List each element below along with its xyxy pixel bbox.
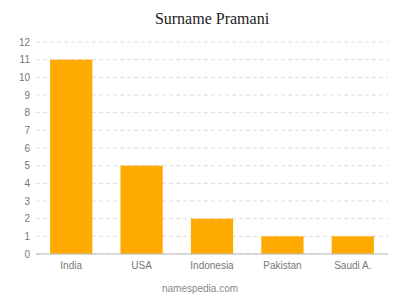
chart-container: Surname Pramani0123456789101112IndiaUSAI… bbox=[0, 0, 400, 300]
y-tick-label: 4 bbox=[24, 178, 30, 189]
watermark: namespedia.com bbox=[162, 283, 238, 294]
y-tick-label: 1 bbox=[24, 231, 30, 242]
bar bbox=[120, 166, 162, 254]
y-tick-label: 10 bbox=[19, 72, 31, 83]
y-tick-label: 9 bbox=[24, 90, 30, 101]
x-tick-label: Pakistan bbox=[263, 260, 301, 271]
y-tick-label: 8 bbox=[24, 107, 30, 118]
y-axis-labels: 0123456789101112 bbox=[19, 37, 31, 260]
y-tick-label: 12 bbox=[19, 37, 31, 48]
chart-title: Surname Pramani bbox=[155, 10, 270, 27]
grid-line bbox=[36, 254, 388, 255]
x-tick-label: USA bbox=[131, 260, 152, 271]
bars bbox=[50, 60, 374, 254]
bar bbox=[50, 60, 92, 254]
x-tick-label: Saudi A. bbox=[334, 260, 371, 271]
x-axis-labels: India USA Indonesia Pakistan Saudi A. bbox=[60, 260, 371, 271]
chart-svg: Surname Pramani0123456789101112IndiaUSAI… bbox=[0, 0, 400, 300]
x-axis-line bbox=[36, 254, 388, 255]
y-tick-label: 7 bbox=[24, 125, 30, 136]
x-tick-label: India bbox=[60, 260, 82, 271]
bar bbox=[332, 236, 374, 254]
y-tick-label: 5 bbox=[24, 160, 30, 171]
page: {"chart_data": {"type": "bar", "title": … bbox=[0, 0, 400, 300]
y-tick-label: 2 bbox=[24, 213, 30, 224]
bar bbox=[191, 219, 233, 254]
y-tick-label: 0 bbox=[24, 249, 30, 260]
y-tick-label: 11 bbox=[20, 54, 31, 65]
y-tick-label: 6 bbox=[24, 143, 30, 154]
y-tick-label: 3 bbox=[24, 196, 30, 207]
grid-line bbox=[36, 42, 388, 43]
bar bbox=[261, 236, 303, 254]
x-tick-label: Indonesia bbox=[190, 260, 234, 271]
grid bbox=[36, 42, 388, 254]
